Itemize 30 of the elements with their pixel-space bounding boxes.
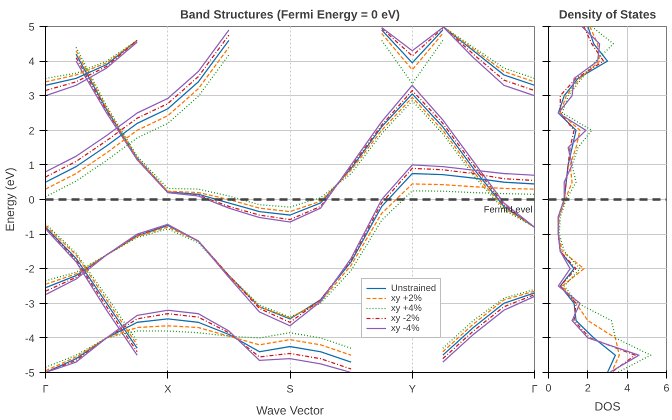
legend-label: Unstrained [391, 283, 436, 293]
y-tick-label: -1 [25, 229, 35, 242]
legend-label: xy -2% [391, 313, 420, 323]
chart-title: Density of States [558, 8, 657, 22]
x-tick-label: 6 [664, 382, 670, 394]
x-axis-title: Wave Vector [256, 404, 324, 418]
y-axis-title: Energy (eV) [3, 167, 18, 232]
y-tick-label: 5 [28, 22, 35, 34]
y-tick-label: 3 [28, 90, 35, 103]
x-tick-label: 0 [546, 382, 552, 394]
x-tick-label: Γ [532, 384, 538, 396]
x-tick-label: 2 [584, 382, 591, 394]
y-tick-label: 2 [28, 125, 35, 138]
y-tick-label: 1 [28, 160, 35, 172]
legend-label: xy -4% [391, 323, 420, 333]
legend-label: xy +2% [391, 293, 422, 303]
y-tick-label: -3 [25, 298, 35, 310]
y-tick-label: -2 [25, 264, 35, 276]
x-tick-label: 4 [624, 382, 630, 394]
x-axis-title: DOS [594, 400, 621, 414]
y-tick-label: 4 [28, 56, 35, 68]
x-tick-label: S [286, 384, 294, 396]
x-tick-label: X [164, 384, 172, 396]
y-tick-label: -4 [25, 332, 35, 345]
y-tick-label: 0 [28, 194, 35, 206]
x-tick-label: Y [408, 384, 416, 396]
y-tick-label: -5 [25, 368, 35, 380]
chart-title: Band Structures (Fermi Energy = 0 eV) [180, 8, 400, 22]
x-tick-label: Γ [42, 384, 49, 396]
legend-label: xy +4% [391, 303, 422, 313]
